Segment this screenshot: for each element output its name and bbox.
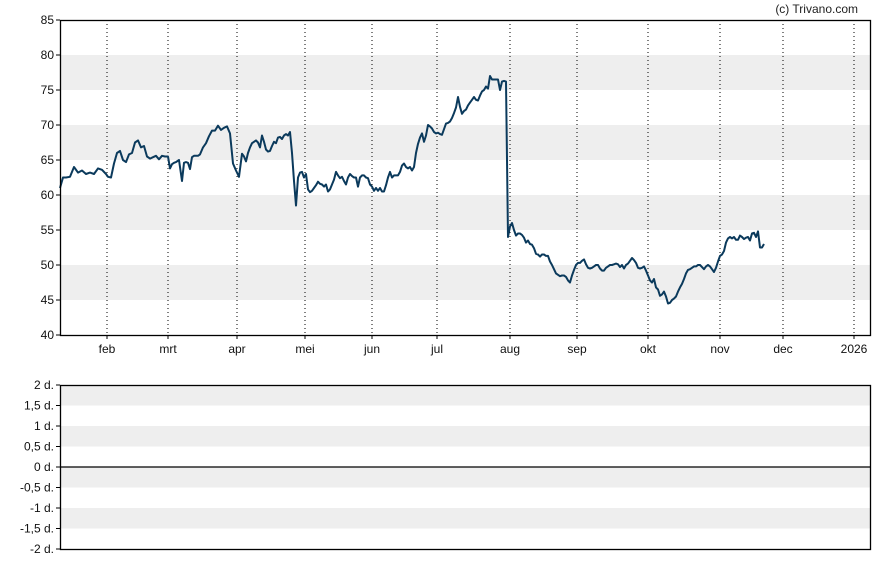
y-tick-label: 50	[41, 258, 55, 272]
y-tick-label: 40	[41, 328, 55, 342]
y-tick-label: 75	[41, 83, 55, 97]
x-tick-label: apr	[228, 342, 245, 356]
grid-band	[60, 125, 870, 160]
x-tick-label: feb	[99, 342, 116, 356]
y-tick-label: -1,5 d.	[20, 522, 54, 536]
x-tick-label: okt	[640, 342, 657, 356]
grid-band	[60, 55, 870, 90]
grid-band	[60, 508, 870, 529]
y-tick-label: 2 d.	[34, 378, 54, 392]
x-tick-label: jun	[363, 342, 380, 356]
plot-frame	[59, 19, 872, 337]
price-chart: feb mrt apr mei jun jul aug sep okt nov dec 2026 40 4…	[41, 13, 872, 356]
x-tick-label: sep	[567, 342, 587, 356]
y-tick-label: 55	[41, 223, 55, 237]
x-tick-label: mei	[295, 342, 314, 356]
x-tick-label: aug	[500, 342, 520, 356]
copyright-label: (c) Trivano.com	[775, 2, 858, 16]
grid-band	[60, 467, 870, 488]
x-tick-label: dec	[773, 342, 792, 356]
y-tick-label: 65	[41, 153, 55, 167]
grid-band	[60, 195, 870, 230]
y-tick-label: 85	[41, 13, 55, 27]
x-tick-label: jul	[430, 342, 443, 356]
x-tick-label: 2026	[841, 342, 868, 356]
y-tick-label: 80	[41, 48, 55, 62]
y-tick-label: 60	[41, 188, 55, 202]
y-tick-label: -2 d.	[30, 542, 54, 556]
grid-band	[60, 385, 870, 406]
indicator-chart: 2 d. 1,5 d. 1 d. 0,5 d. 0 d. -0,5 d. -1 d. -1,5…	[20, 378, 872, 556]
grid-band	[60, 426, 870, 447]
y-tick-label: 1 d.	[34, 419, 54, 433]
plot-frame	[59, 384, 872, 551]
price-line	[59, 75, 765, 305]
x-tick-label: mrt	[159, 342, 177, 356]
y-tick-label: 0 d.	[34, 460, 54, 474]
y-tick-label: -1 d.	[30, 501, 54, 515]
y-tick-label: 0,5 d.	[24, 440, 54, 454]
y-tick-label: 45	[41, 293, 55, 307]
grid-band	[60, 265, 870, 300]
y-tick-label: 70	[41, 118, 55, 132]
x-tick-label: nov	[710, 342, 729, 356]
y-tick-label: 1,5 d.	[24, 399, 54, 413]
y-tick-label: -0,5 d.	[20, 481, 54, 495]
